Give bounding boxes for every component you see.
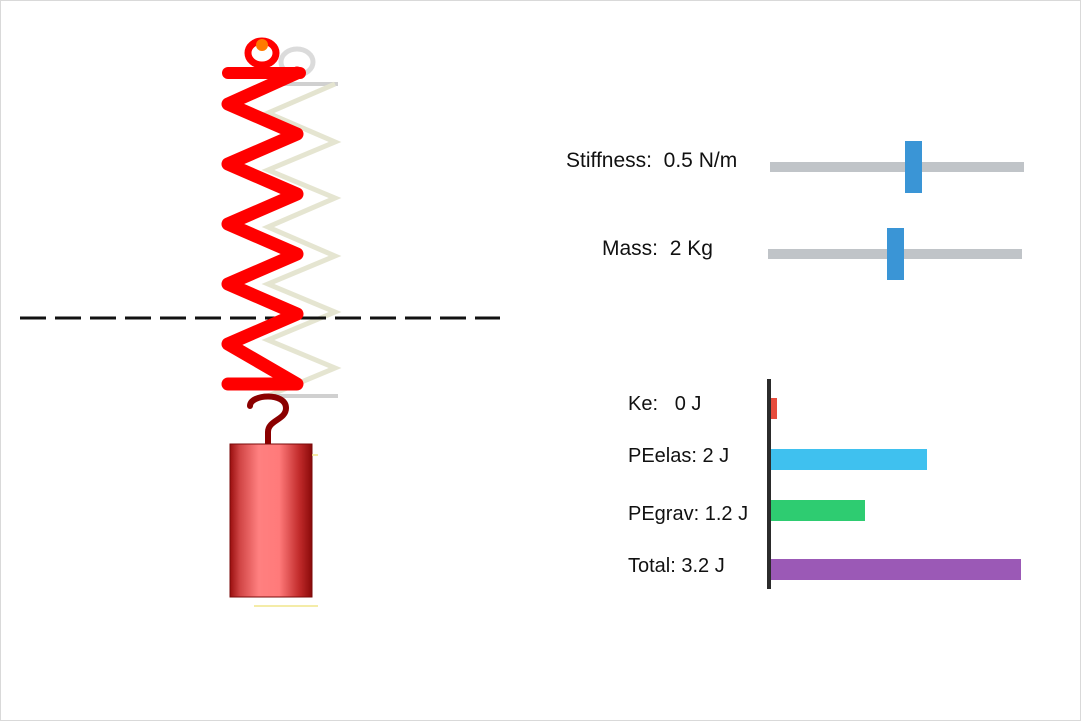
peelas-bar <box>771 449 928 470</box>
ghost-spring <box>261 46 342 399</box>
pegrav-value: 1.2 J <box>704 503 749 525</box>
peelas-value: 2 J <box>702 445 730 467</box>
ke-label-text: Ke: <box>628 393 659 415</box>
ke-label: Ke: 0 J <box>628 393 701 416</box>
total-label-text: Total: <box>628 555 676 577</box>
mass-slider-thumb[interactable] <box>886 228 904 280</box>
peelas-label: PEelas: 2 J <box>628 445 729 468</box>
stiffness-slider-thumb[interactable] <box>905 141 923 193</box>
peelas-label-text: PEelas: <box>628 445 697 467</box>
pegrav-bar <box>771 500 865 521</box>
total-label: Total: 3.2 J <box>628 555 725 578</box>
ke-value: 0 J <box>674 393 702 415</box>
stiffness-slider-track[interactable] <box>770 162 1024 172</box>
stiffness-label-text: Stiffness: <box>566 149 652 172</box>
energy-axis <box>767 379 771 589</box>
mass-value: 2 Kg <box>669 237 713 260</box>
pegrav-label-text: PEgrav: <box>628 503 700 525</box>
ke-bar <box>771 398 777 419</box>
pegrav-label: PEgrav: 1.2 J <box>628 503 748 526</box>
stiffness-label: Stiffness: 0.5 N/m <box>566 149 737 173</box>
total-bar <box>771 559 1021 580</box>
spring <box>221 37 306 391</box>
mass-label: Mass: 2 Kg <box>602 237 713 261</box>
total-value: 3.2 J <box>681 555 725 577</box>
hook <box>247 393 290 448</box>
mass-block[interactable] <box>229 443 313 598</box>
mass-label-text: Mass: <box>602 237 659 260</box>
stiffness-value: 0.5 N/m <box>663 149 738 172</box>
